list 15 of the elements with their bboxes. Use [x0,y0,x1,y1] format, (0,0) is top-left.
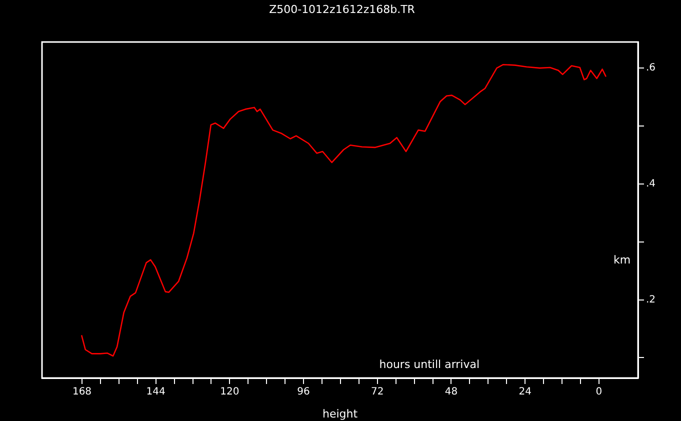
x-tick-label: 24 [518,386,532,398]
y-tick-label: .6 [646,62,656,74]
x-tick-label: 48 [444,386,458,398]
y-axis-title: km [613,253,631,266]
x-tick-label: 120 [220,386,240,398]
chart-title: Z500-1012z1612z168b.TR [269,2,416,16]
x-axis-title: height [322,407,358,420]
x-tick-label: 72 [371,386,384,398]
y-tick-label: .2 [646,294,656,306]
annotation: hours untill arrival [379,358,480,371]
x-tick-label: 96 [297,386,310,398]
x-tick-label: 0 [596,386,602,398]
y-tick-label: .4 [646,178,656,190]
x-tick-label: 168 [72,386,92,398]
x-tick-label: 144 [146,386,166,398]
